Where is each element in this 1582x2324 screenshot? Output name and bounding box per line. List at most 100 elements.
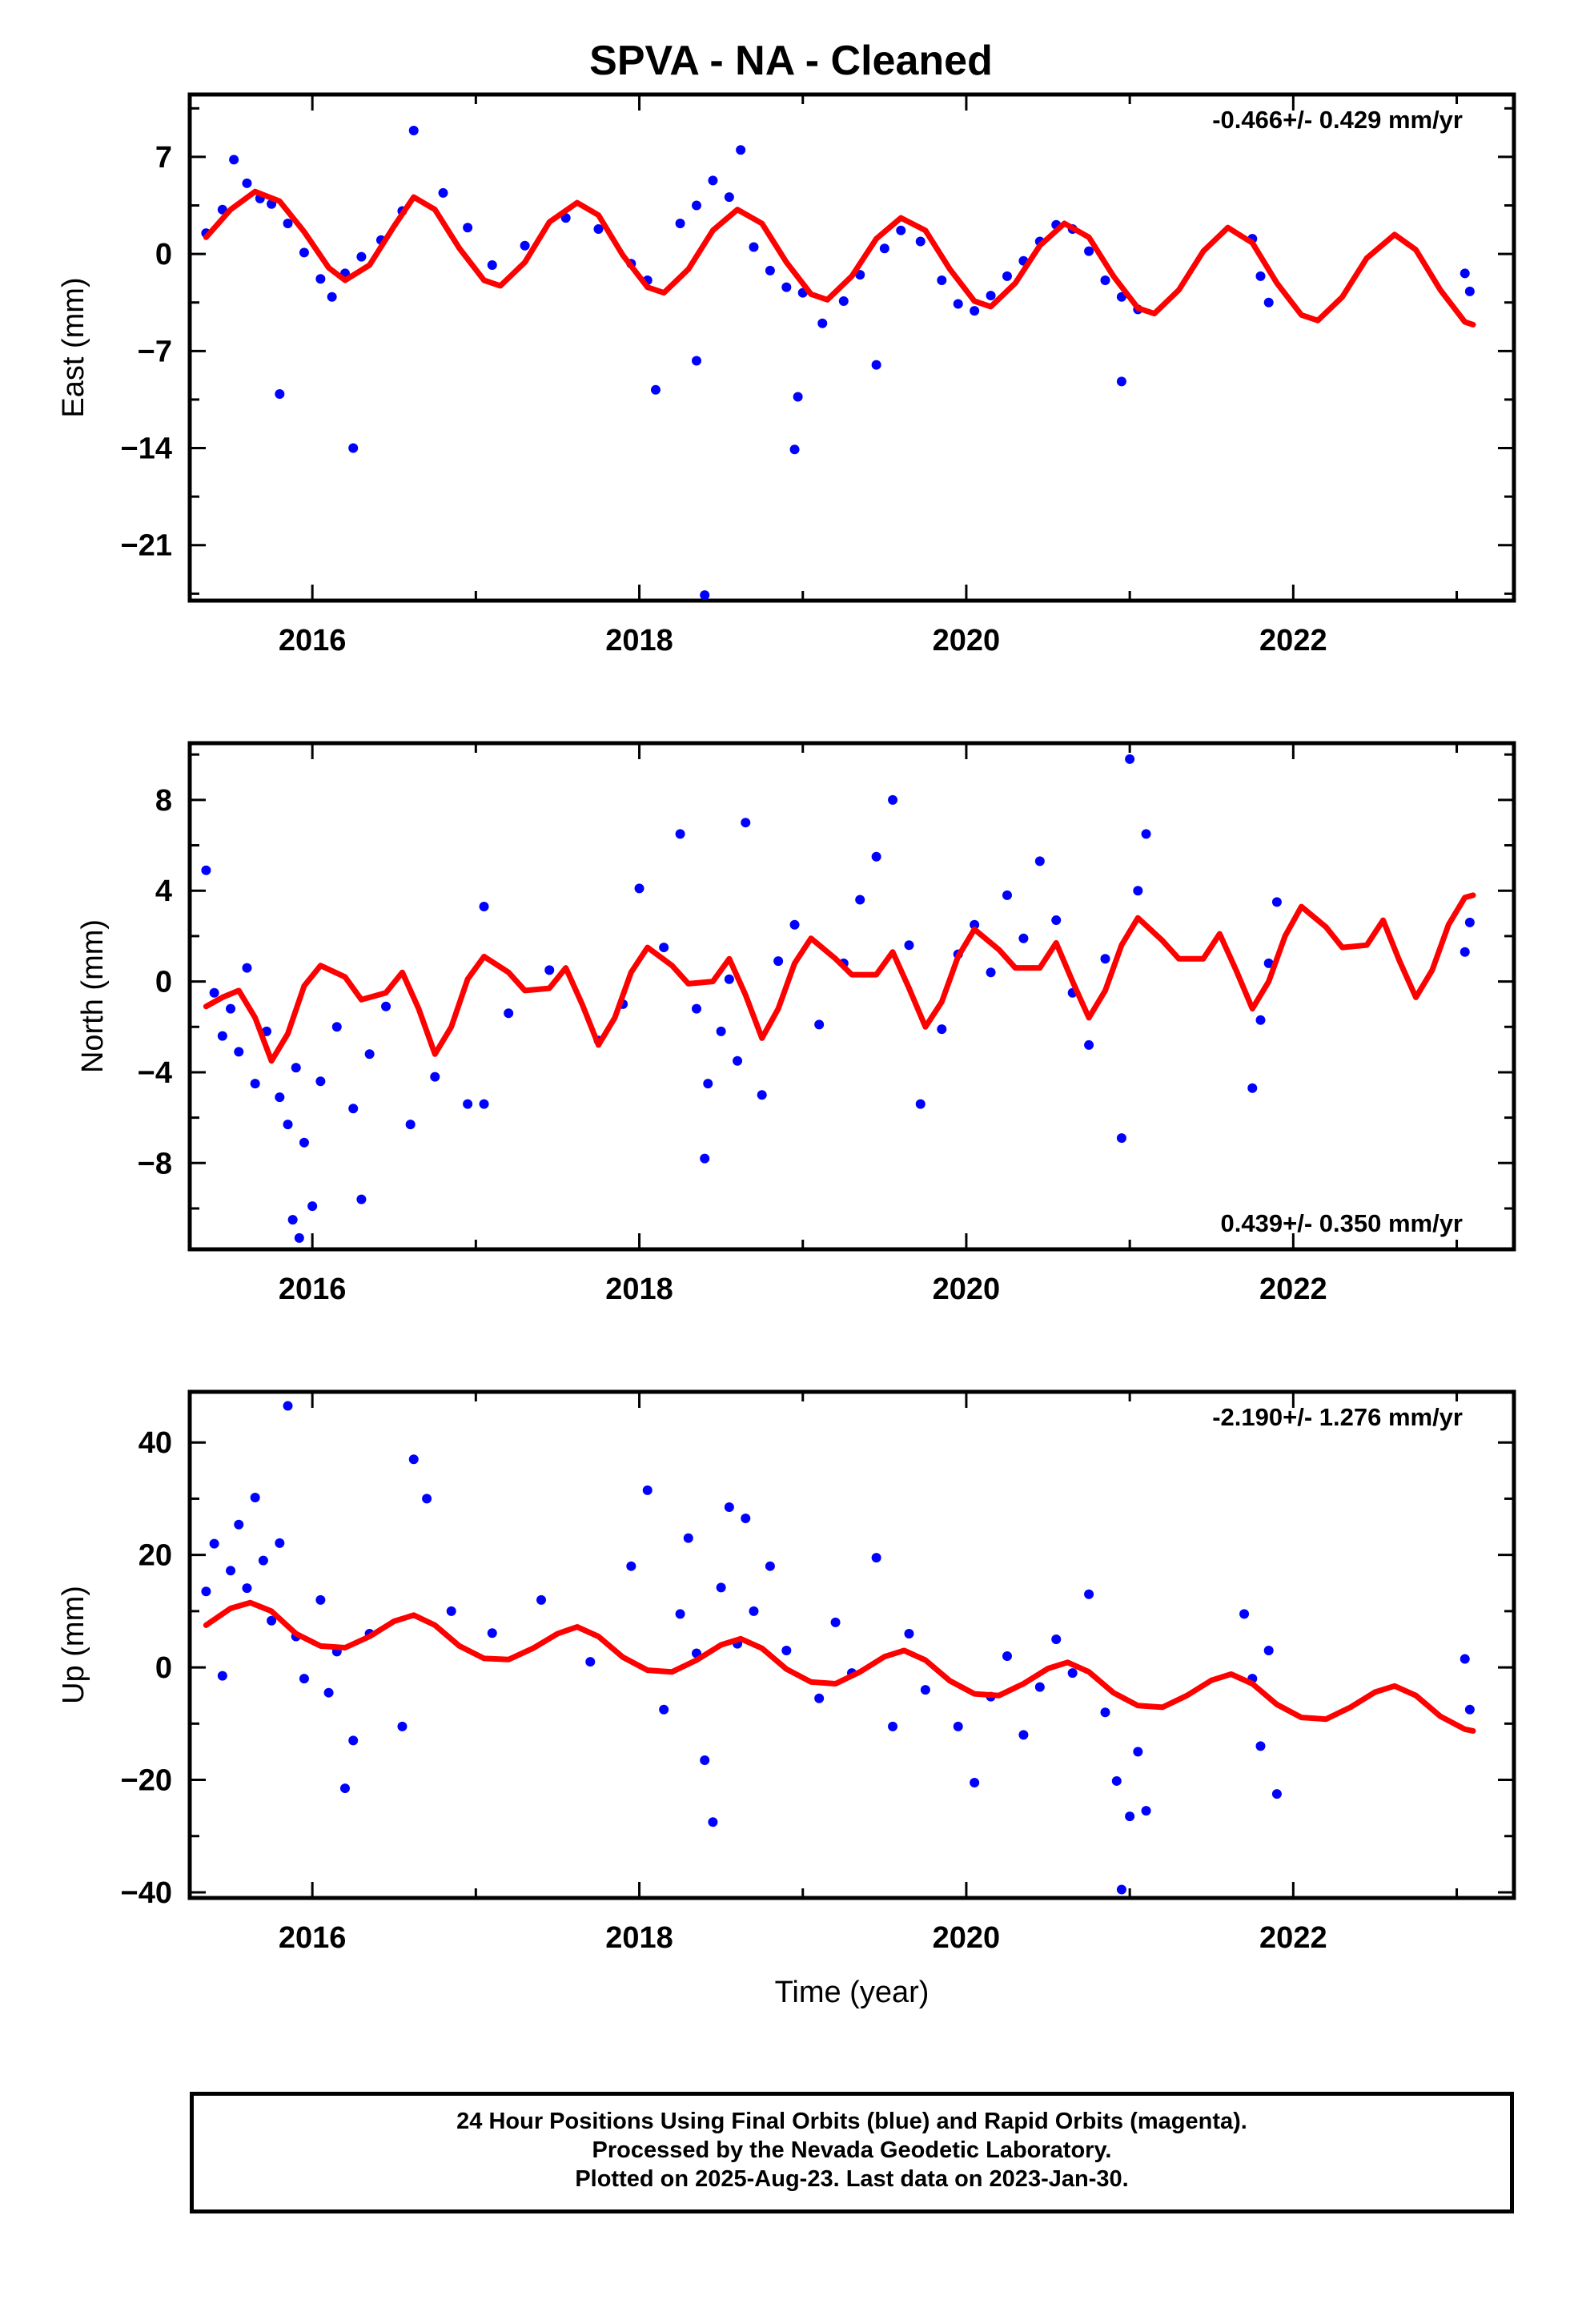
data-point	[275, 1092, 285, 1103]
data-point	[331, 1022, 342, 1032]
data-point	[504, 1008, 514, 1019]
data-point	[1018, 933, 1029, 943]
data-point	[201, 1586, 211, 1597]
data-point	[1141, 829, 1151, 839]
data-point	[283, 219, 293, 229]
y-tick-label: −4	[138, 1056, 172, 1090]
y-tick-label: −8	[138, 1147, 172, 1180]
data-point	[327, 292, 337, 302]
data-point	[724, 1502, 734, 1512]
y-tick-label: −20	[121, 1764, 172, 1798]
footer-line-3: Plotted on 2025-Aug-23. Last data on 202…	[575, 2166, 1129, 2192]
x-tick-label: 2022	[1259, 1273, 1327, 1306]
data-point	[1051, 915, 1062, 926]
x-tick-label: 2018	[605, 1921, 673, 1955]
plot-frame-2	[187, 1389, 1516, 1900]
data-point	[381, 1001, 391, 1011]
data-point	[487, 259, 497, 270]
y-tick-label: 0	[155, 966, 172, 999]
data-point	[1100, 275, 1110, 286]
data-point	[275, 1538, 285, 1548]
y-tick-label: 4	[155, 875, 172, 908]
data-point	[1084, 1589, 1094, 1599]
data-point	[765, 265, 775, 275]
data-point	[479, 902, 489, 912]
data-point	[659, 943, 669, 953]
data-point	[536, 1594, 547, 1605]
data-point	[793, 392, 803, 402]
data-point	[1116, 376, 1126, 387]
data-point	[970, 306, 980, 316]
data-point	[408, 126, 419, 136]
data-point	[749, 1606, 759, 1616]
data-point	[1255, 271, 1266, 281]
data-point	[986, 967, 996, 978]
data-point	[408, 1454, 419, 1465]
data-point	[1263, 297, 1274, 308]
data-point	[692, 200, 702, 211]
data-point	[323, 1687, 334, 1698]
x-tick-label: 2020	[933, 1273, 1001, 1306]
data-point	[716, 1026, 726, 1036]
data-point	[741, 818, 751, 828]
data-point	[659, 1704, 669, 1715]
data-point	[593, 223, 604, 234]
data-point	[1125, 1811, 1135, 1822]
data-point	[937, 275, 947, 286]
data-point	[642, 1485, 652, 1495]
data-point	[830, 1617, 841, 1627]
data-point	[422, 1494, 432, 1504]
data-point	[397, 1721, 408, 1731]
data-point	[733, 1055, 743, 1066]
data-point	[888, 1721, 898, 1731]
rate-annotation: 0.439+/- 0.350 mm/yr	[1221, 1209, 1463, 1237]
data-point	[201, 865, 211, 875]
data-point	[1067, 1668, 1078, 1679]
data-point	[1002, 890, 1012, 900]
data-point	[675, 829, 685, 839]
data-point	[675, 219, 685, 229]
data-point	[1051, 1634, 1062, 1644]
data-point	[904, 940, 914, 951]
data-point	[1464, 1704, 1475, 1715]
data-point	[757, 1090, 767, 1100]
data-point	[275, 389, 285, 400]
data-point	[724, 974, 734, 984]
data-point	[915, 236, 926, 247]
data-point	[315, 274, 326, 284]
data-point	[348, 1735, 359, 1746]
data-point	[904, 1628, 914, 1638]
data-point	[1263, 1646, 1274, 1656]
data-point	[294, 1232, 304, 1243]
data-point	[1002, 271, 1012, 281]
x-tick-label: 2016	[279, 1921, 347, 1955]
data-point	[700, 590, 710, 601]
data-point	[544, 965, 555, 975]
y-tick-label: 7	[155, 141, 172, 175]
footer-line-2: Processed by the Nevada Geodetic Laborat…	[592, 2137, 1112, 2163]
data-point	[209, 987, 219, 998]
data-point	[814, 1019, 825, 1030]
data-point	[463, 223, 473, 233]
y-tick-label: 40	[139, 1426, 172, 1460]
data-point	[348, 1104, 359, 1114]
data-point	[773, 956, 784, 967]
data-point	[1460, 1654, 1470, 1664]
data-point	[234, 1519, 244, 1530]
data-point	[463, 1099, 473, 1109]
data-point	[765, 1561, 775, 1571]
data-point	[1255, 1015, 1266, 1025]
data-point	[1002, 1651, 1012, 1662]
data-point	[348, 443, 359, 453]
x-tick-label: 2016	[279, 624, 347, 657]
data-point	[291, 1063, 301, 1073]
data-point	[287, 1215, 298, 1225]
x-tick-label: 2022	[1259, 624, 1327, 657]
data-point	[430, 1072, 440, 1082]
data-point	[364, 1049, 375, 1059]
data-point	[339, 1783, 350, 1794]
x-tick-label: 2022	[1259, 1921, 1327, 1955]
data-point	[487, 1628, 497, 1638]
data-point	[1141, 1806, 1151, 1816]
data-point	[634, 883, 644, 894]
